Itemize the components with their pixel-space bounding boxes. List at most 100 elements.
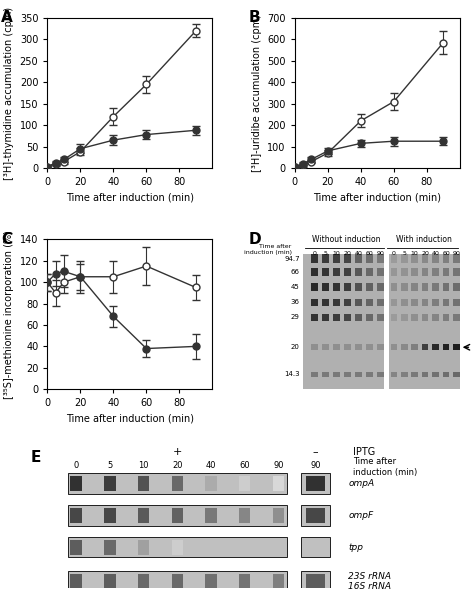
Bar [301, 537, 330, 557]
Text: 10: 10 [333, 251, 340, 256]
Bar [301, 473, 330, 494]
Bar [333, 268, 340, 277]
Bar [384, 254, 389, 389]
Bar [306, 508, 325, 523]
Bar [366, 371, 373, 377]
X-axis label: Time after induction (min): Time after induction (min) [313, 193, 441, 203]
Bar [377, 268, 384, 277]
Bar [443, 283, 449, 291]
Bar [377, 254, 384, 263]
Bar [391, 314, 397, 320]
Bar [411, 268, 418, 277]
Bar [322, 268, 329, 277]
Bar [453, 371, 460, 377]
Bar [411, 254, 418, 263]
Bar [453, 314, 460, 320]
Bar [443, 371, 449, 377]
Bar [391, 298, 397, 306]
Bar [422, 344, 428, 350]
Bar [377, 371, 384, 377]
Bar [411, 298, 418, 306]
Bar [432, 254, 439, 263]
Bar [273, 574, 284, 589]
Bar [422, 371, 428, 377]
Bar [356, 298, 362, 306]
Text: 90: 90 [453, 251, 460, 256]
Bar [273, 508, 284, 523]
Bar [366, 344, 373, 350]
Bar [356, 283, 362, 291]
Text: 66: 66 [291, 269, 300, 275]
Bar [391, 344, 397, 350]
Bar [411, 283, 418, 291]
Bar [401, 314, 408, 320]
Bar [422, 298, 428, 306]
Bar [422, 283, 428, 291]
Text: Time after
induction (min): Time after induction (min) [244, 244, 292, 254]
Text: 20: 20 [421, 251, 429, 256]
Text: ompA: ompA [348, 479, 374, 488]
Bar [401, 268, 408, 277]
Bar [443, 314, 449, 320]
Bar [172, 476, 183, 491]
Bar [68, 505, 287, 526]
Bar [71, 539, 82, 555]
Text: 94.7: 94.7 [284, 256, 300, 262]
Bar [71, 476, 82, 491]
Bar [432, 314, 439, 320]
Bar [138, 574, 149, 589]
Bar [401, 298, 408, 306]
Bar [172, 539, 183, 555]
Bar [104, 574, 116, 589]
Bar [432, 344, 439, 350]
Bar [411, 371, 418, 377]
Bar [68, 473, 287, 494]
Text: A: A [1, 10, 13, 25]
Text: 29: 29 [291, 314, 300, 320]
Bar [344, 298, 351, 306]
Text: 40: 40 [206, 461, 216, 470]
Bar [366, 298, 373, 306]
Bar [322, 314, 329, 320]
Bar [391, 254, 397, 263]
Bar [333, 314, 340, 320]
Bar [104, 539, 116, 555]
Bar [422, 254, 428, 263]
Bar [322, 254, 329, 263]
Bar [391, 283, 397, 291]
Text: ompF: ompF [348, 511, 374, 520]
Bar [311, 283, 318, 291]
Bar [453, 268, 460, 277]
Y-axis label: [³⁵S]-methionine incorporation (%): [³⁵S]-methionine incorporation (%) [4, 230, 14, 398]
Bar [443, 344, 449, 350]
Bar [322, 298, 329, 306]
Bar [366, 268, 373, 277]
Bar [239, 508, 250, 523]
Text: 23S rRNA
16S rRNA: 23S rRNA 16S rRNA [348, 572, 392, 592]
Bar [432, 298, 439, 306]
Bar [356, 268, 362, 277]
Bar [356, 344, 362, 350]
Text: IPTG: IPTG [353, 446, 375, 457]
Bar [422, 268, 428, 277]
Bar [311, 314, 318, 320]
Text: B: B [249, 10, 260, 25]
Text: 36: 36 [291, 299, 300, 305]
Bar [432, 371, 439, 377]
Text: 5: 5 [324, 251, 328, 256]
Bar [306, 476, 325, 491]
Y-axis label: [³H]-thymidine accumulation (cpm): [³H]-thymidine accumulation (cpm) [4, 7, 14, 179]
Bar [322, 283, 329, 291]
Bar [377, 283, 384, 291]
Bar [411, 314, 418, 320]
Bar [104, 508, 116, 523]
Bar [311, 268, 318, 277]
Text: E: E [31, 450, 41, 466]
Bar [333, 344, 340, 350]
Text: 90: 90 [310, 461, 321, 470]
Bar [401, 254, 408, 263]
Text: +: + [173, 446, 182, 457]
Bar [322, 344, 329, 350]
Bar [453, 344, 460, 350]
Bar [356, 254, 362, 263]
